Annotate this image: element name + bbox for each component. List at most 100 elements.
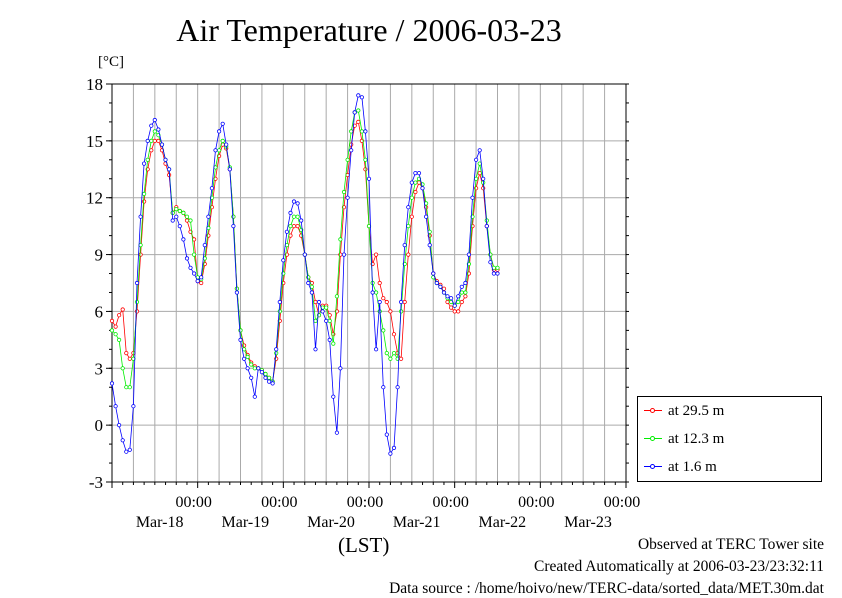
data-point	[199, 280, 204, 286]
data-point	[120, 366, 125, 371]
legend-item-1-6: at 1.6 m	[644, 458, 717, 476]
data-point	[202, 243, 207, 248]
data-point	[234, 290, 239, 295]
data-point	[381, 328, 386, 333]
data-point	[406, 252, 411, 257]
data-point	[131, 404, 136, 409]
data-point	[491, 271, 496, 276]
data-point	[441, 290, 447, 295]
data-point	[145, 138, 150, 143]
data-point	[213, 148, 218, 153]
data-point	[427, 243, 432, 248]
data-point	[113, 324, 118, 329]
series-layer	[109, 93, 500, 456]
x-tick-label-time: 00:00	[604, 494, 640, 511]
data-point	[266, 379, 272, 384]
data-point	[320, 309, 325, 314]
data-point	[184, 256, 190, 261]
footer-site: Observed at TERC Tower site	[637, 536, 824, 553]
data-point	[349, 148, 354, 153]
data-point	[463, 294, 468, 299]
x-axis-label: (LST)	[338, 533, 390, 557]
data-point	[359, 129, 364, 134]
data-point	[238, 337, 243, 342]
data-point	[109, 328, 115, 333]
data-point	[423, 214, 429, 219]
data-point	[370, 290, 375, 295]
x-tick-label-time: 00:00	[518, 494, 554, 511]
data-point	[174, 207, 179, 212]
data-point	[363, 167, 368, 172]
data-point	[138, 252, 143, 257]
data-point	[274, 347, 279, 352]
data-point	[316, 299, 322, 305]
data-point	[456, 309, 461, 314]
data-point	[181, 237, 186, 242]
data-point	[163, 157, 168, 162]
legend-label-29-5: at 29.5 m	[668, 402, 725, 419]
data-point	[409, 214, 414, 219]
data-point	[206, 214, 211, 219]
data-point	[167, 167, 172, 172]
data-point	[409, 180, 414, 185]
data-point	[124, 350, 129, 356]
data-point	[195, 278, 200, 284]
data-point	[192, 271, 197, 276]
data-point	[156, 138, 161, 143]
data-point	[452, 309, 457, 314]
data-point	[445, 299, 450, 305]
legend-item-12-3: at 12.3 m	[644, 430, 724, 448]
data-point	[249, 375, 254, 380]
data-point	[495, 271, 500, 276]
footer-source: Data source : /home/hoivo/new/TERC-data/…	[389, 580, 824, 597]
y-tick-label: -3	[89, 473, 103, 492]
data-point	[249, 362, 254, 367]
data-point	[363, 157, 368, 162]
data-point	[224, 142, 229, 147]
data-point	[138, 214, 143, 219]
data-point	[391, 350, 397, 356]
data-point	[495, 265, 500, 270]
data-point	[295, 201, 300, 206]
data-point	[152, 129, 157, 134]
y-tick-label: 15	[86, 132, 103, 151]
data-point	[209, 186, 214, 191]
x-tick-label-date: Mar-20	[307, 514, 355, 531]
data-point	[459, 299, 464, 305]
data-point	[384, 432, 389, 437]
data-point	[473, 176, 479, 181]
data-point	[373, 347, 379, 352]
data-point	[334, 294, 339, 299]
legend-marker-1-6	[644, 461, 662, 473]
data-point	[331, 341, 336, 346]
data-point	[142, 161, 147, 166]
data-point	[349, 129, 354, 134]
legend-label-12-3: at 12.3 m	[668, 430, 725, 447]
data-point	[252, 366, 257, 371]
data-point	[445, 294, 450, 299]
data-point	[473, 157, 479, 162]
data-point	[263, 371, 268, 377]
data-point	[334, 430, 339, 435]
data-point	[459, 290, 464, 295]
x-tick-label-date: Mar-19	[221, 514, 269, 531]
data-point	[170, 218, 175, 223]
data-point	[231, 224, 236, 229]
data-point	[302, 252, 307, 257]
y-tick-label: 3	[95, 359, 104, 378]
data-point	[117, 422, 122, 428]
y-unit-label: [°C]	[98, 54, 124, 70]
data-point	[309, 284, 314, 289]
legend-marker-12-3	[644, 433, 662, 445]
y-tick-label: 6	[95, 302, 104, 321]
data-point	[295, 214, 300, 219]
data-point	[463, 290, 468, 295]
x-tick-label-time: 00:00	[175, 494, 211, 511]
data-point	[406, 224, 411, 229]
data-point	[441, 286, 447, 291]
data-point	[309, 290, 314, 295]
data-point	[295, 224, 300, 229]
data-point	[359, 95, 364, 100]
data-point	[142, 191, 147, 196]
